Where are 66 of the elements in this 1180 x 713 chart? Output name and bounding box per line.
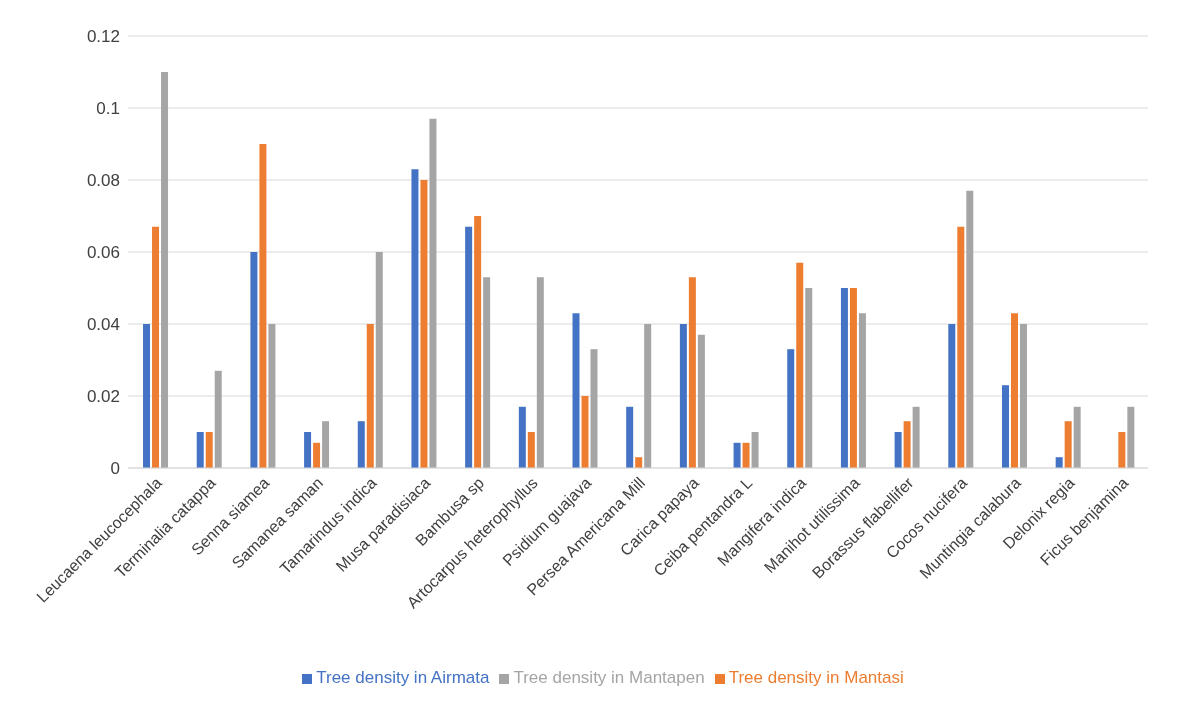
bar bbox=[1055, 457, 1063, 468]
bar bbox=[322, 421, 330, 468]
bar bbox=[1064, 421, 1072, 468]
bar bbox=[429, 118, 437, 468]
bar bbox=[957, 226, 965, 468]
bar bbox=[518, 406, 526, 468]
bar bbox=[590, 349, 598, 468]
bar bbox=[205, 432, 213, 468]
bar bbox=[733, 442, 741, 468]
y-tick-label: 0.12 bbox=[86, 27, 120, 47]
y-tick-label: 0.08 bbox=[86, 171, 120, 191]
bar bbox=[1019, 324, 1027, 468]
bar bbox=[357, 421, 365, 468]
bar bbox=[196, 432, 204, 468]
bar bbox=[375, 252, 383, 468]
bar bbox=[250, 252, 258, 468]
bar bbox=[751, 432, 759, 468]
bar bbox=[259, 144, 267, 468]
bar bbox=[626, 406, 634, 468]
bar bbox=[635, 457, 643, 468]
y-tick-label: 0.1 bbox=[96, 99, 120, 119]
bar bbox=[268, 324, 276, 468]
bar bbox=[903, 421, 911, 468]
bar bbox=[688, 277, 696, 468]
bar bbox=[787, 349, 795, 468]
bar bbox=[796, 262, 804, 468]
bar bbox=[161, 72, 169, 468]
legend-label: Tree density in Airmata bbox=[316, 668, 490, 687]
bar bbox=[894, 432, 902, 468]
y-tick-label: 0 bbox=[110, 459, 120, 479]
bar bbox=[411, 169, 419, 468]
bar bbox=[474, 216, 482, 468]
bar bbox=[1073, 406, 1081, 468]
bar bbox=[304, 432, 312, 468]
y-tick-label: 0.04 bbox=[86, 315, 120, 335]
bar bbox=[805, 288, 813, 468]
bar bbox=[849, 288, 857, 468]
bar bbox=[465, 226, 473, 468]
bar bbox=[912, 406, 920, 468]
bar bbox=[214, 370, 222, 468]
y-tick-label: 0.02 bbox=[86, 387, 120, 407]
bar bbox=[948, 324, 956, 468]
bar bbox=[697, 334, 705, 468]
bar bbox=[313, 442, 321, 468]
bar bbox=[527, 432, 535, 468]
bar bbox=[644, 324, 652, 468]
bar bbox=[420, 180, 428, 468]
bar bbox=[483, 277, 491, 468]
bar bbox=[742, 442, 750, 468]
bar bbox=[1010, 313, 1018, 468]
bar bbox=[840, 288, 848, 468]
bar bbox=[1001, 385, 1009, 468]
bar bbox=[143, 324, 151, 468]
bar bbox=[581, 396, 589, 468]
bar bbox=[1118, 432, 1126, 468]
bar bbox=[966, 190, 974, 468]
bar bbox=[536, 277, 544, 468]
legend-label: Tree density in Mantapen bbox=[513, 668, 705, 687]
bar bbox=[152, 226, 160, 468]
bar bbox=[679, 324, 687, 468]
legend-label: Tree density in Mantasi bbox=[728, 668, 904, 687]
bar bbox=[572, 313, 580, 468]
bar bbox=[366, 324, 374, 468]
bar bbox=[1127, 406, 1135, 468]
bar bbox=[858, 313, 866, 468]
y-tick-label: 0.06 bbox=[86, 243, 120, 263]
